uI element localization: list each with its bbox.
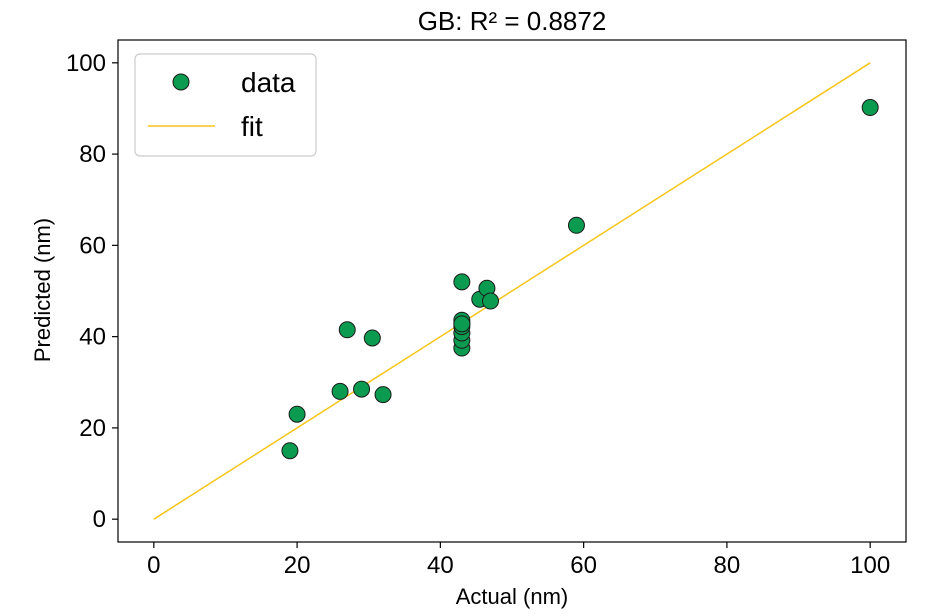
data-point: [453, 315, 471, 333]
y-tick-label: 80: [79, 141, 106, 168]
x-tick-label: 20: [284, 552, 311, 579]
y-tick-label: 40: [79, 324, 106, 351]
plot-frame: [117, 39, 907, 543]
y-tick-label: 60: [79, 232, 106, 259]
data-point: [567, 216, 585, 234]
plot-area: [153, 62, 879, 520]
legend-data-label: data: [241, 67, 296, 98]
data-point: [331, 382, 349, 400]
data-point: [288, 405, 306, 423]
legend-data-marker: [172, 73, 190, 91]
data-point: [482, 292, 500, 310]
data-point: [353, 380, 371, 398]
data-point: [281, 442, 299, 460]
x-tick-label: 60: [570, 552, 597, 579]
fit-line: [153, 62, 871, 520]
data-point: [453, 273, 471, 291]
y-axis-label: Predicted (nm): [30, 218, 55, 362]
data-point: [374, 386, 392, 404]
x-tick-label: 0: [147, 552, 160, 579]
x-tick-label: 40: [427, 552, 454, 579]
axes: 0 20 40 60 80 100 0 20 40 60 80 100: [66, 39, 907, 579]
legend: data fit: [134, 53, 317, 157]
y-tick-label: 0: [93, 506, 106, 533]
x-tick-label: 80: [714, 552, 741, 579]
x-axis-label: Actual (nm): [456, 584, 568, 609]
y-tick-label: 100: [66, 50, 106, 77]
chart-title: GB: R² = 0.8872: [418, 6, 607, 36]
y-tick-label: 20: [79, 415, 106, 442]
legend-fit-label: fit: [241, 111, 263, 142]
data-point: [363, 329, 381, 347]
data-point: [338, 321, 356, 339]
data-point: [861, 99, 879, 117]
x-tick-label: 100: [850, 552, 890, 579]
